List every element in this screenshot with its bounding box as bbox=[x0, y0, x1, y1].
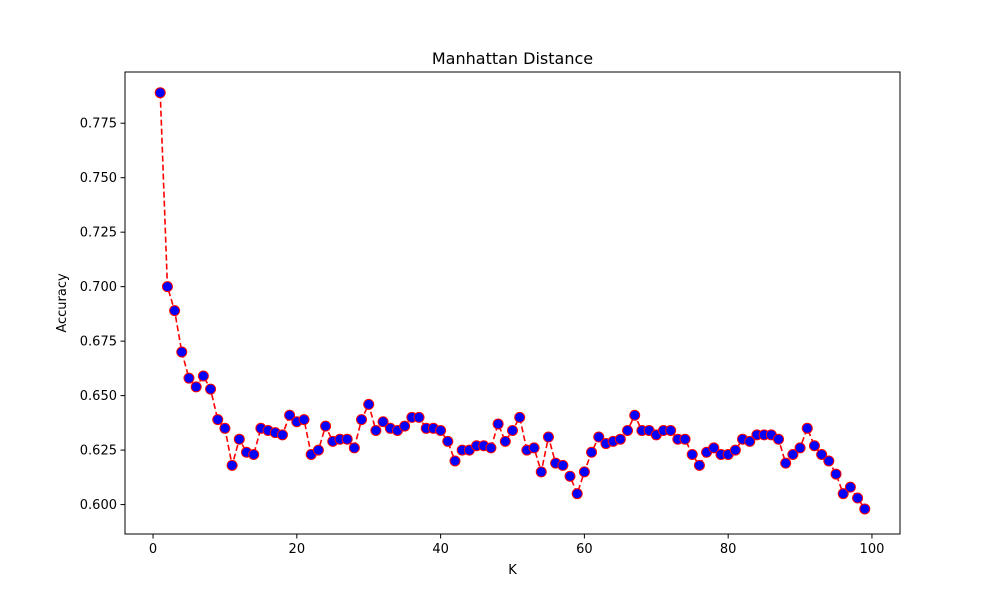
data-point bbox=[363, 398, 375, 410]
data-point bbox=[593, 431, 605, 443]
data-point bbox=[348, 442, 360, 454]
data-point bbox=[693, 459, 705, 471]
data-point bbox=[320, 420, 332, 432]
data-point bbox=[557, 459, 569, 471]
data-point bbox=[622, 424, 634, 436]
data-point bbox=[435, 424, 447, 436]
x-tick-label: 80 bbox=[720, 542, 737, 557]
data-point bbox=[852, 492, 864, 504]
data-point bbox=[449, 455, 461, 467]
axis-ticks: 0 20 40 60 80 100 0.600 0.625 0.650 0.675 0.700 0.7… bbox=[80, 117, 885, 557]
data-point bbox=[780, 457, 792, 469]
data-point bbox=[837, 488, 849, 500]
data-point bbox=[176, 346, 188, 358]
y-tick-label: 0.675 bbox=[80, 335, 117, 350]
data-point bbox=[183, 372, 195, 384]
plot-content bbox=[154, 87, 871, 515]
x-tick-label: 0 bbox=[149, 542, 157, 557]
x-tick-label: 100 bbox=[860, 542, 885, 557]
data-point bbox=[341, 433, 353, 445]
data-point bbox=[744, 435, 756, 447]
data-point bbox=[205, 383, 217, 395]
data-point bbox=[248, 448, 260, 460]
data-point bbox=[614, 433, 626, 445]
y-tick-label: 0.700 bbox=[80, 280, 117, 295]
data-point bbox=[492, 418, 504, 430]
data-point bbox=[708, 442, 720, 454]
data-point bbox=[507, 424, 518, 436]
data-point bbox=[816, 448, 828, 460]
data-point bbox=[808, 440, 820, 452]
data-point bbox=[787, 448, 799, 460]
data-point bbox=[499, 435, 511, 447]
data-point bbox=[528, 442, 540, 454]
y-tick-label: 0.725 bbox=[80, 226, 117, 241]
data-point bbox=[542, 431, 554, 443]
x-tick-label: 60 bbox=[576, 542, 593, 557]
data-point bbox=[284, 409, 296, 421]
data-point bbox=[586, 446, 598, 458]
x-tick-label: 20 bbox=[289, 542, 306, 557]
data-point bbox=[161, 281, 173, 293]
data-point bbox=[190, 381, 202, 393]
data-point bbox=[773, 433, 784, 445]
data-point bbox=[535, 466, 547, 478]
data-point bbox=[370, 424, 382, 436]
data-point bbox=[154, 87, 166, 99]
data-point bbox=[679, 433, 691, 445]
x-axis-label: K bbox=[508, 563, 517, 578]
data-point bbox=[233, 433, 245, 445]
data-point bbox=[298, 414, 310, 426]
data-point bbox=[823, 455, 835, 467]
data-point bbox=[312, 444, 324, 456]
data-point bbox=[859, 503, 871, 515]
data-point bbox=[794, 442, 806, 454]
y-tick-label: 0.600 bbox=[80, 498, 117, 513]
data-point bbox=[686, 448, 698, 460]
y-axis-label: Accuracy bbox=[55, 273, 70, 333]
data-point bbox=[399, 420, 411, 432]
data-point bbox=[197, 370, 209, 382]
y-tick-label: 0.650 bbox=[80, 389, 117, 404]
data-point bbox=[442, 435, 454, 447]
y-tick-label: 0.750 bbox=[80, 171, 117, 186]
data-point bbox=[219, 422, 231, 434]
data-point bbox=[629, 409, 641, 421]
data-point bbox=[276, 429, 288, 441]
data-point bbox=[226, 459, 238, 471]
y-tick-label: 0.625 bbox=[80, 444, 117, 459]
data-point bbox=[514, 411, 526, 423]
x-tick-label: 40 bbox=[432, 542, 449, 557]
y-tick-label: 0.775 bbox=[80, 117, 117, 132]
chart-title: Manhattan Distance bbox=[432, 49, 593, 68]
data-point bbox=[564, 470, 576, 482]
data-point bbox=[844, 481, 856, 493]
data-point bbox=[169, 305, 181, 317]
data-point bbox=[212, 414, 224, 426]
data-point bbox=[571, 488, 583, 500]
data-point bbox=[729, 444, 741, 456]
data-point bbox=[578, 466, 590, 478]
data-point bbox=[356, 414, 368, 426]
data-point bbox=[377, 416, 389, 428]
data-point bbox=[830, 468, 842, 480]
data-point bbox=[801, 422, 813, 434]
plot-frame bbox=[124, 71, 901, 535]
data-point bbox=[413, 411, 425, 423]
data-point bbox=[665, 424, 677, 436]
data-point bbox=[485, 442, 497, 454]
